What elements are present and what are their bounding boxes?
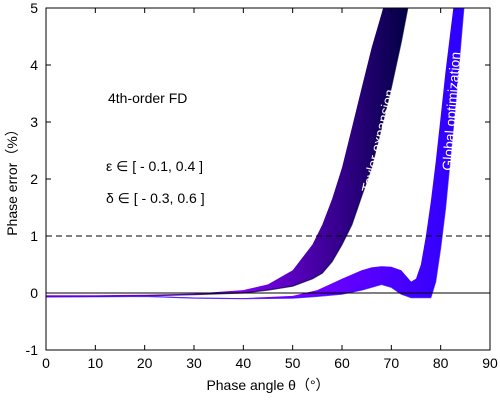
epsilon-range-annotation: ε ∈ [ - 0.1, 0.4 ]	[106, 158, 203, 174]
x-tick-label: 90	[482, 355, 498, 371]
y-tick-label: 3	[30, 114, 38, 130]
series-band-taylor-expansion	[46, 8, 408, 297]
x-axis-ticks: 0 10 20 30 40 50 60 70 80 90	[42, 8, 498, 371]
y-axis-label: Phase error（%）	[4, 122, 20, 236]
y-tick-label: 4	[30, 57, 38, 73]
scheme-annotation: 4th-order FD	[108, 90, 187, 106]
x-tick-label: 80	[433, 355, 449, 371]
x-tick-label: 30	[186, 355, 202, 371]
y-tick-label: 2	[30, 171, 38, 187]
x-axis-label: Phase angle θ（°）	[206, 377, 329, 393]
x-tick-label: 50	[285, 355, 301, 371]
y-tick-label: 0	[30, 285, 38, 301]
x-tick-label: 10	[88, 355, 104, 371]
y-axis-ticks: -1 0 1 2 3 4 5	[26, 0, 490, 358]
global-optimization-label: Global optimization	[439, 51, 463, 171]
x-tick-label: 20	[137, 355, 153, 371]
series-edge-taylor-expansion	[46, 8, 409, 297]
series-bands	[46, 8, 465, 300]
series-band-global-optimization	[46, 8, 464, 299]
reference-lines	[46, 235, 490, 294]
series-edge-global-optimization	[46, 8, 465, 300]
delta-range-annotation: δ ∈ [ - 0.3, 0.6 ]	[106, 190, 205, 206]
y-tick-label: 5	[30, 0, 38, 16]
y-tick-label: 1	[30, 228, 38, 244]
x-tick-label: 0	[42, 355, 50, 371]
x-tick-label: 40	[236, 355, 252, 371]
x-tick-label: 70	[384, 355, 400, 371]
y-tick-label: -1	[26, 342, 39, 358]
x-tick-label: 60	[334, 355, 350, 371]
